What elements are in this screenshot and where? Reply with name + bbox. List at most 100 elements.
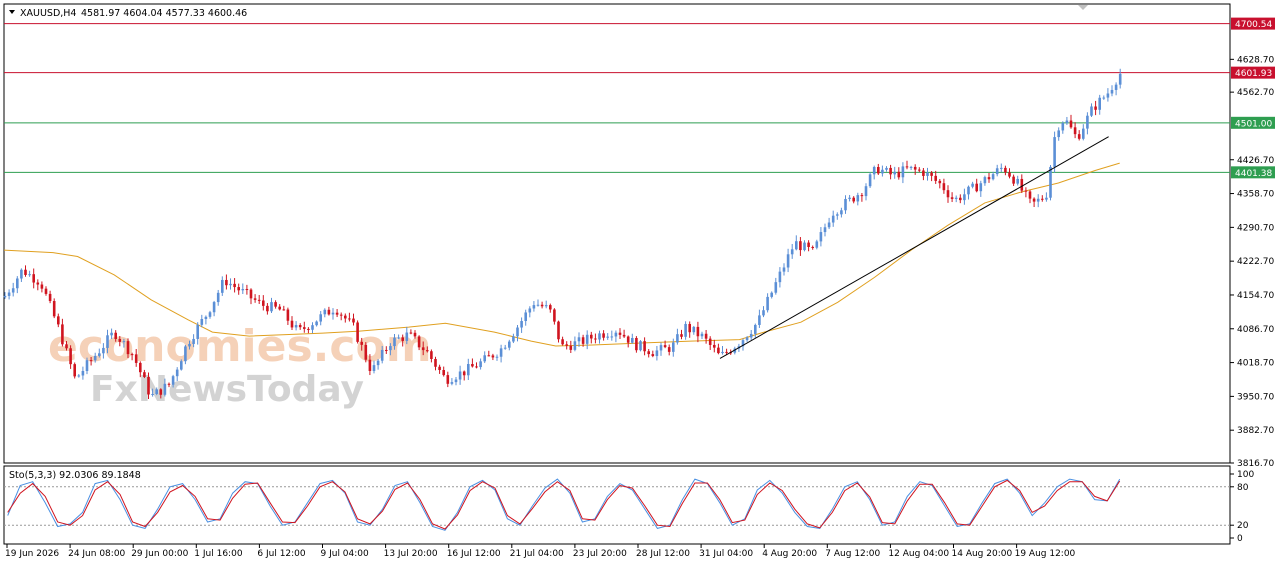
stochastic-signal-line [7, 479, 1121, 530]
candle-body [860, 195, 864, 197]
time-tick-label: 21 Jul 04:00 [510, 549, 564, 559]
candle-body [139, 362, 142, 373]
stochastic-oscillator: 100 80 20 0 [4, 470, 1254, 544]
candle-body [356, 322, 359, 342]
candle-body [749, 333, 753, 338]
candle-body [520, 321, 523, 328]
candle-body [323, 309, 327, 315]
candle-body [954, 197, 958, 199]
candle-body [577, 337, 581, 342]
stochastic-panel-frame [3, 465, 1231, 545]
candle-body [508, 341, 511, 348]
candle-body [307, 328, 310, 330]
candle-body [1098, 97, 1101, 110]
time-tick-label: 28 Jul 12:00 [636, 549, 690, 559]
candle-body [655, 350, 659, 357]
candle-body [270, 302, 273, 312]
candle-body [471, 364, 474, 367]
level-price-label: 4601.93 [1235, 69, 1272, 79]
candle-body [1016, 178, 1019, 184]
candle-body [93, 355, 97, 361]
candle-body [1020, 178, 1024, 191]
candle-body [147, 376, 150, 395]
candle-body [803, 242, 806, 251]
candle-body [257, 299, 261, 301]
candle-body [65, 344, 68, 349]
candle-body [1049, 166, 1052, 198]
ma-line[interactable] [3, 162, 1120, 347]
candle-body [635, 337, 638, 351]
time-tick-label: 16 Jul 12:00 [447, 549, 501, 559]
candle-body [618, 332, 622, 335]
candle-body [114, 332, 117, 339]
candle-body [110, 332, 113, 336]
candle-body [85, 360, 89, 371]
candle-body [844, 198, 847, 211]
candle-body [266, 305, 269, 312]
candle-body [602, 333, 605, 338]
candle-body [352, 318, 355, 323]
candle-body [1086, 115, 1089, 129]
level-price-label: 4700.54 [1235, 20, 1272, 30]
candle-body [848, 197, 851, 199]
candle-body [713, 344, 716, 348]
candle-body [598, 333, 601, 340]
candle-body [393, 337, 396, 347]
candle-body [868, 174, 872, 187]
candle-body [1094, 106, 1097, 110]
candle-body [122, 341, 126, 343]
candle-body [237, 287, 240, 291]
candle-body [786, 254, 790, 268]
candle-body [590, 334, 593, 339]
ascending-trendline[interactable] [719, 136, 1109, 359]
candle-body [725, 351, 728, 353]
candle-body [376, 360, 380, 366]
candle-body [155, 389, 158, 394]
candle-body [397, 337, 400, 339]
candle-body [52, 301, 56, 317]
candle-body [401, 337, 404, 341]
candle-body [430, 351, 433, 359]
chart-shift-marker-icon[interactable] [1078, 5, 1088, 10]
candle-body [799, 241, 802, 251]
candle-body [229, 283, 232, 286]
candle-body [918, 169, 921, 171]
level-price-tag [1231, 66, 1275, 79]
candle-body [544, 305, 548, 307]
candle-body [614, 332, 618, 337]
candle-body [717, 347, 720, 354]
candle-body [1012, 176, 1015, 184]
candle-body [241, 289, 245, 291]
candle-body [893, 171, 896, 175]
candle-body [1032, 198, 1036, 202]
candle-body [840, 210, 843, 215]
candle-body [73, 364, 76, 377]
symbol-dropdown-icon[interactable] [9, 10, 15, 14]
candle-body [979, 183, 983, 192]
candle-body [700, 333, 704, 337]
candle-body [196, 324, 199, 339]
candle-body [98, 353, 101, 356]
candle-body [126, 341, 130, 355]
candle-body [315, 321, 318, 326]
price-tick-label: 4290.70 [1237, 223, 1274, 233]
candle-body [889, 167, 892, 175]
candle-body [905, 166, 909, 168]
candle-body [192, 338, 195, 344]
candle-body [553, 309, 556, 322]
candle-body [823, 227, 827, 233]
candle-body [20, 269, 23, 279]
candle-body [44, 288, 48, 294]
candle-body [204, 316, 208, 320]
candle-body [434, 358, 437, 367]
candle-body [77, 375, 81, 377]
candle-body [606, 336, 609, 338]
time-tick-label: 31 Jul 04:00 [699, 549, 753, 559]
candlesticks [3, 68, 1122, 399]
candle-body [836, 214, 839, 216]
candle-body [971, 183, 974, 187]
time-tick-label: 23 Jul 20:00 [573, 549, 627, 559]
time-tick-label: 12 Aug 04:00 [888, 549, 949, 559]
candle-body [216, 292, 220, 303]
